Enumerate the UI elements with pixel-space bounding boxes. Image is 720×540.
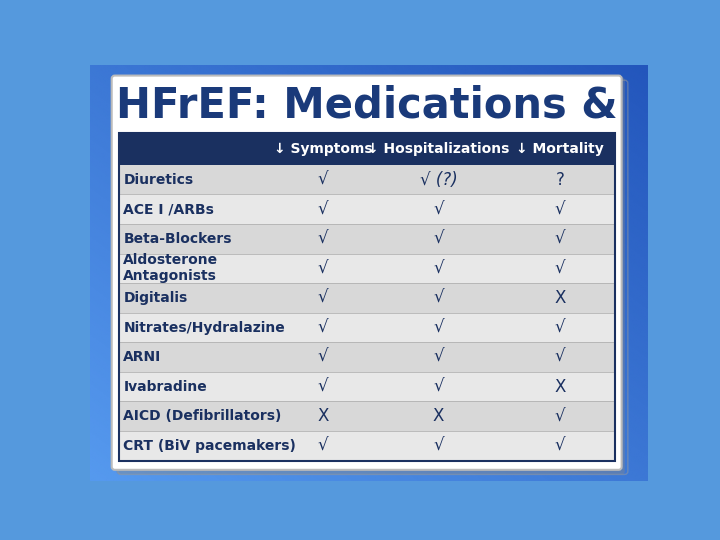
Text: √: √ xyxy=(555,230,565,248)
Text: √: √ xyxy=(433,437,444,455)
Text: ?: ? xyxy=(556,171,564,188)
Text: X: X xyxy=(318,407,329,425)
Text: √: √ xyxy=(433,289,444,307)
Text: ARNI: ARNI xyxy=(123,350,161,364)
Bar xyxy=(119,132,615,165)
Text: Beta-Blockers: Beta-Blockers xyxy=(123,232,232,246)
Text: √: √ xyxy=(318,377,328,396)
Text: √: √ xyxy=(433,348,444,366)
Text: √: √ xyxy=(433,377,444,396)
Text: HFrEF: Medications &: HFrEF: Medications & xyxy=(116,85,618,126)
Text: √ (?): √ (?) xyxy=(420,171,457,188)
Text: √: √ xyxy=(555,437,565,455)
Text: √: √ xyxy=(318,289,328,307)
Text: √: √ xyxy=(318,319,328,336)
Text: CRT (BiV pacemakers): CRT (BiV pacemakers) xyxy=(123,439,296,453)
Bar xyxy=(119,132,615,461)
Text: √: √ xyxy=(318,171,328,188)
Bar xyxy=(119,224,615,254)
Text: √: √ xyxy=(555,348,565,366)
FancyBboxPatch shape xyxy=(112,76,621,470)
Text: √: √ xyxy=(555,259,565,278)
Text: X: X xyxy=(554,289,566,307)
Text: Nitrates/Hydralazine: Nitrates/Hydralazine xyxy=(123,321,285,334)
Text: √: √ xyxy=(433,259,444,278)
Text: √: √ xyxy=(318,230,328,248)
Bar xyxy=(119,401,615,431)
Bar xyxy=(119,254,615,283)
Text: ↓ Symptoms: ↓ Symptoms xyxy=(274,141,372,156)
Text: √: √ xyxy=(318,200,328,218)
Text: X: X xyxy=(433,407,444,425)
Bar xyxy=(119,194,615,224)
FancyBboxPatch shape xyxy=(117,77,625,475)
Bar xyxy=(119,431,615,461)
Text: √: √ xyxy=(433,200,444,218)
Bar xyxy=(119,342,615,372)
Bar xyxy=(119,165,615,194)
Text: ↓ Mortality: ↓ Mortality xyxy=(516,141,604,156)
Text: Digitalis: Digitalis xyxy=(123,291,188,305)
Text: Aldosterone
Antagonists: Aldosterone Antagonists xyxy=(123,253,218,284)
Text: √: √ xyxy=(318,348,328,366)
Text: X: X xyxy=(554,377,566,396)
Text: √: √ xyxy=(433,319,444,336)
Bar xyxy=(119,372,615,401)
Text: √: √ xyxy=(555,200,565,218)
Bar xyxy=(119,313,615,342)
Text: ↓ Hospitalizations: ↓ Hospitalizations xyxy=(367,141,510,156)
Text: Ivabradine: Ivabradine xyxy=(123,380,207,394)
Text: √: √ xyxy=(433,230,444,248)
Text: √: √ xyxy=(555,407,565,425)
Text: √: √ xyxy=(555,319,565,336)
Text: AICD (Defibrillators): AICD (Defibrillators) xyxy=(123,409,282,423)
Text: Diuretics: Diuretics xyxy=(123,173,194,187)
Text: √: √ xyxy=(318,259,328,278)
Bar xyxy=(119,283,615,313)
Text: ACE I /ARBs: ACE I /ARBs xyxy=(123,202,215,216)
Text: √: √ xyxy=(318,437,328,455)
